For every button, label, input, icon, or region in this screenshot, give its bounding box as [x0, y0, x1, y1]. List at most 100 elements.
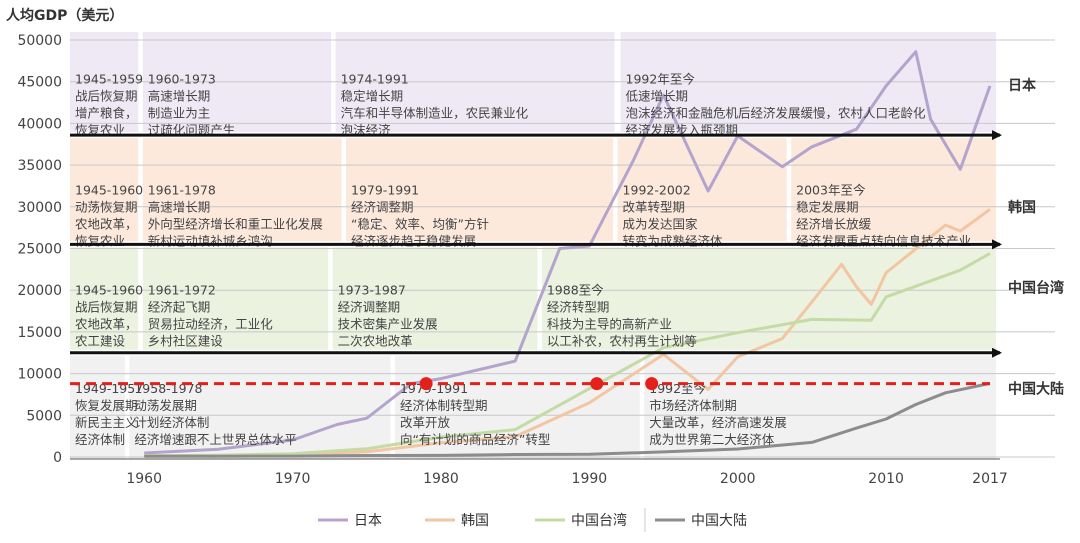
period-label: 成为发达国家	[623, 216, 699, 231]
y-tick-label: 0	[53, 450, 62, 466]
x-tick-label: 1990	[572, 471, 608, 487]
period-label: 成为世界第二大经济体	[649, 432, 775, 447]
x-tick-label: 2017	[972, 471, 1008, 487]
y-tick-label: 5000	[26, 408, 62, 424]
period-label: 高速增长期	[148, 199, 211, 214]
country-label: 韩国	[1008, 199, 1036, 216]
period-band	[129, 355, 391, 459]
country-label: 中国台湾	[1008, 280, 1064, 297]
period-label: 大量改革，经济高速发展	[649, 415, 787, 430]
period-label: 经济体制	[75, 432, 125, 447]
period-label: 制造业为主	[148, 105, 211, 120]
period-label: 稳定发展期	[796, 199, 859, 214]
period-label: 经济转型期	[547, 299, 610, 314]
period-label: 1945-1960	[75, 182, 143, 197]
period-label: 经济发展重点转向信息技术产业	[796, 233, 971, 248]
legend-label: 中国台湾	[571, 512, 627, 529]
period-label: 农工建设	[75, 333, 126, 348]
period-band	[332, 247, 538, 350]
series-line	[144, 252, 991, 458]
period-band	[142, 247, 329, 350]
legend-label: 韩国	[461, 513, 489, 529]
reference-point	[419, 377, 433, 391]
y-axis-title: 人均GDP（美元）	[6, 7, 123, 24]
period-label: 动荡恢复期	[75, 199, 138, 214]
period-label: 经济调整期	[351, 199, 414, 214]
period-band	[70, 355, 125, 459]
y-tick-label: 30000	[17, 200, 62, 216]
period-label: 稳定增长期	[341, 88, 404, 103]
period-label: 向“有计划的商品经济”转型	[400, 432, 550, 447]
period-label: 2003年至今	[796, 182, 866, 197]
period-label: 1988至今	[547, 282, 604, 297]
period-label: 恢复发展期	[75, 398, 138, 413]
period-label: 1960-1973	[148, 71, 216, 86]
period-label: 恢复农业	[75, 233, 125, 248]
period-label: 改革开放	[400, 415, 451, 430]
period-label: 乡村社区建设	[148, 333, 224, 348]
y-tick-label: 20000	[17, 283, 62, 299]
period-label: 高速增长期	[148, 88, 211, 103]
period-label: 动荡发展期	[134, 398, 197, 413]
period-label: 1979-1991	[351, 182, 419, 197]
period-band	[70, 138, 139, 242]
period-band	[791, 138, 996, 242]
reference-point	[645, 377, 659, 391]
series-line	[144, 381, 991, 458]
period-label: 低速增长期	[626, 88, 689, 103]
period-label: “稳定、效率、均衡”方针	[351, 216, 489, 231]
period-label: 1945-1960	[75, 282, 143, 297]
period-label: 1961-1972	[148, 282, 216, 297]
period-label: 计划经济体制	[134, 415, 209, 430]
y-tick-label: 50000	[17, 33, 62, 49]
period-band	[541, 247, 996, 350]
period-band	[644, 355, 996, 459]
period-label: 农地改革，	[75, 216, 138, 231]
period-label: 二次农地改革	[338, 333, 413, 348]
period-label: 1945-1959	[75, 71, 143, 86]
period-label: 改革转型期	[623, 199, 686, 214]
period-label: 技术密集产业发展	[338, 316, 438, 331]
period-label: 农地改革，	[75, 316, 138, 331]
legend-label: 中国大陆	[691, 513, 747, 529]
period-band	[394, 355, 640, 459]
period-label: 经济增长放缓	[796, 216, 872, 231]
legend-label: 日本	[354, 513, 382, 529]
period-label: 经济增速跟不上世界总体水平	[134, 432, 297, 447]
country-label: 中国大陆	[1008, 381, 1064, 398]
period-band	[617, 138, 787, 242]
series-line	[144, 208, 991, 458]
period-label: 以工补农，农村再生计划等	[547, 333, 697, 348]
x-tick-label: 2010	[868, 471, 904, 487]
period-label: 新村运动填补城乡鸿沟	[148, 233, 273, 248]
period-label: 1992-2002	[623, 182, 691, 197]
period-label: 战后恢复期	[75, 299, 138, 314]
period-band	[346, 138, 614, 242]
x-tick-label: 2000	[720, 471, 756, 487]
period-label: 新民主主义	[75, 415, 138, 430]
period-label: 汽车和半导体制造业，农民兼业化	[341, 105, 529, 120]
period-label: 增产粮食，	[75, 105, 138, 120]
period-label: 经济调整期	[338, 299, 401, 314]
period-band	[142, 138, 342, 242]
x-tick-label: 1980	[423, 471, 459, 487]
period-label: 经济起飞期	[148, 299, 211, 314]
x-tick-label: 1970	[275, 471, 311, 487]
y-tick-label: 35000	[17, 158, 62, 174]
y-tick-label: 10000	[17, 367, 62, 383]
period-label: 1961-1978	[148, 182, 216, 197]
period-label: 1973-1987	[338, 282, 406, 297]
period-label: 经济体制转型期	[400, 398, 488, 413]
y-tick-label: 15000	[17, 325, 62, 341]
period-label: 转变为成熟经济体	[623, 233, 724, 248]
period-label: 经济逐步趋于稳健发展	[351, 233, 476, 248]
period-label: 1974-1991	[341, 71, 409, 86]
period-label: 外向型经济增长和重工业化发展	[148, 216, 323, 231]
period-label: 市场经济体制期	[649, 398, 737, 413]
period-label: 科技为主导的高新产业	[547, 316, 672, 331]
period-band	[70, 247, 139, 350]
period-label: 泡沫经济和金融危机后经济发展缓慢，农村人口老龄化	[626, 105, 927, 120]
x-tick-label: 1960	[126, 471, 162, 487]
series-line	[144, 50, 992, 455]
